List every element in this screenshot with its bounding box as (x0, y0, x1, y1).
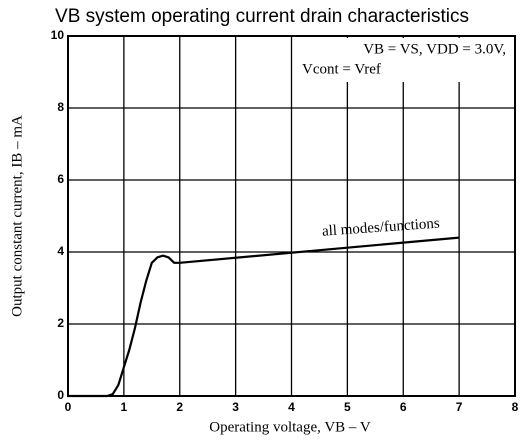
y-axis-label: Output constant current, IB – mA (9, 115, 25, 317)
annotation-box (298, 38, 512, 82)
x-tick-label: 3 (232, 400, 239, 414)
y-tick-label: 8 (57, 100, 64, 114)
x-tick-label: 4 (288, 400, 295, 414)
x-tick-label: 5 (344, 400, 351, 414)
x-tick-label: 2 (176, 400, 183, 414)
x-axis-label: Operating voltage, VB – V (209, 419, 371, 435)
plot-frame (67, 35, 516, 397)
y-tick-label: 0 (57, 388, 64, 402)
y-tick-label: 4 (57, 244, 64, 258)
data-line (68, 236, 460, 398)
x-tick-label: 6 (400, 400, 407, 414)
x-tick-label: 8 (512, 400, 519, 414)
y-tick-label: 10 (51, 28, 65, 42)
chart-title: VB system operating current drain charac… (55, 6, 469, 27)
y-tick-label: 6 (57, 172, 64, 186)
x-tick-label: 7 (456, 400, 463, 414)
annotation: all modes/functions (321, 216, 440, 240)
annotation: VB = VS, VDD = 3.0V, (363, 41, 506, 57)
x-tick-label: 1 (121, 400, 128, 414)
y-tick-label: 2 (57, 316, 64, 330)
x-tick-label: 0 (65, 400, 72, 414)
annotation: Vcont = Vref (302, 61, 381, 77)
